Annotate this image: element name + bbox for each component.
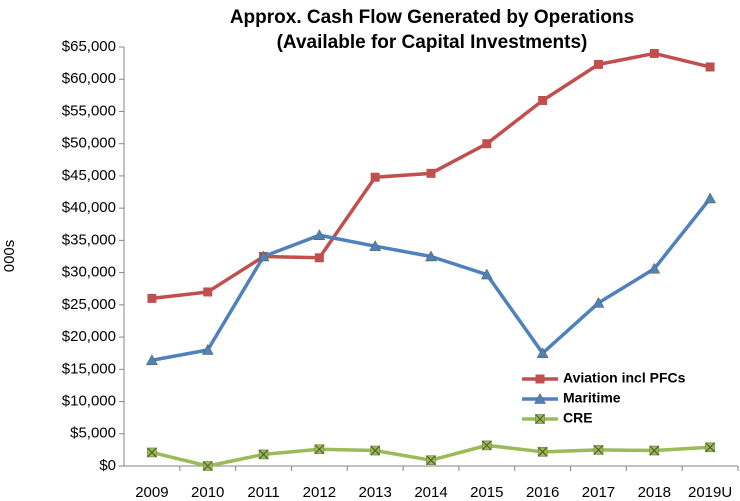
marker-cross — [649, 445, 660, 456]
marker — [705, 442, 716, 453]
marker — [426, 168, 436, 178]
marker-cross — [258, 449, 269, 460]
y-tick-label: $65,000 — [62, 38, 116, 55]
x-tick-label: 2009 — [135, 484, 168, 501]
marker — [704, 192, 717, 204]
legend-label: CRE — [563, 410, 593, 426]
marker-cross — [314, 444, 325, 455]
y-tick-label: $35,000 — [62, 231, 116, 248]
marker — [482, 139, 492, 149]
marker — [314, 444, 325, 455]
marker — [370, 172, 380, 182]
marker — [370, 445, 381, 456]
x-tick-label: 2015 — [470, 484, 503, 501]
legend-label: Aviation incl PFCs — [563, 370, 686, 386]
marker — [535, 374, 545, 384]
x-tick-label: 2011 — [247, 484, 279, 501]
legend-label: Maritime — [563, 390, 621, 406]
marker — [535, 414, 545, 424]
y-tick-label: $30,000 — [62, 264, 116, 281]
marker — [201, 343, 214, 355]
marker — [536, 347, 549, 358]
marker — [705, 62, 715, 72]
marker-cross — [705, 442, 716, 453]
marker — [425, 250, 437, 262]
marker-cross — [593, 444, 604, 455]
marker — [257, 250, 270, 262]
marker-cross — [146, 447, 157, 458]
chart-title: Approx. Cash Flow Generated by Operation… — [230, 7, 634, 28]
marker — [648, 262, 661, 274]
marker — [534, 392, 546, 404]
chart-subtitle: (Available for Capital Investments) — [277, 32, 588, 53]
y-tick-label: $45,000 — [62, 167, 116, 184]
marker-cross — [481, 440, 492, 451]
y-tick-label: $10,000 — [62, 393, 116, 410]
marker — [592, 296, 605, 308]
marker — [203, 287, 213, 297]
marker — [258, 449, 269, 460]
x-tick-label: 2019U — [688, 484, 732, 501]
y-tick-label: $60,000 — [62, 70, 116, 87]
marker — [426, 455, 436, 466]
marker-cross — [370, 445, 381, 456]
x-tick-label: 2012 — [303, 484, 336, 501]
y-tick-label: $15,000 — [62, 360, 116, 377]
marker — [649, 445, 660, 456]
marker — [147, 293, 157, 303]
marker — [145, 354, 158, 366]
marker — [146, 447, 157, 458]
y-axis-label: 000s — [1, 240, 18, 273]
y-tick-label: $25,000 — [62, 296, 116, 313]
marker — [202, 461, 213, 471]
y-tick-label: $20,000 — [62, 328, 116, 345]
marker — [649, 48, 659, 58]
marker — [314, 253, 324, 263]
y-tick-label: $5,000 — [70, 425, 116, 442]
marker — [480, 268, 493, 280]
y-tick-label: $0 — [99, 457, 116, 474]
marker-cross — [202, 461, 213, 471]
marker — [538, 96, 548, 106]
marker-cross — [537, 446, 548, 457]
marker — [593, 444, 604, 455]
series-line — [151, 197, 712, 363]
marker — [537, 446, 548, 457]
y-tick-label: $50,000 — [62, 135, 116, 152]
marker — [481, 440, 492, 451]
marker — [593, 59, 603, 69]
x-tick-label: 2016 — [526, 484, 559, 501]
marker — [369, 240, 382, 251]
marker — [313, 229, 326, 240]
x-tick-label: 2010 — [191, 484, 224, 501]
marker-cross — [426, 455, 436, 466]
marker-cross — [535, 414, 545, 424]
x-tick-label: 2017 — [582, 484, 615, 501]
y-tick-label: $55,000 — [62, 102, 116, 119]
x-tick-label: 2018 — [638, 484, 671, 501]
x-tick-label: 2013 — [358, 484, 391, 501]
x-tick-label: 2014 — [414, 484, 447, 501]
y-tick-label: $40,000 — [62, 199, 116, 216]
